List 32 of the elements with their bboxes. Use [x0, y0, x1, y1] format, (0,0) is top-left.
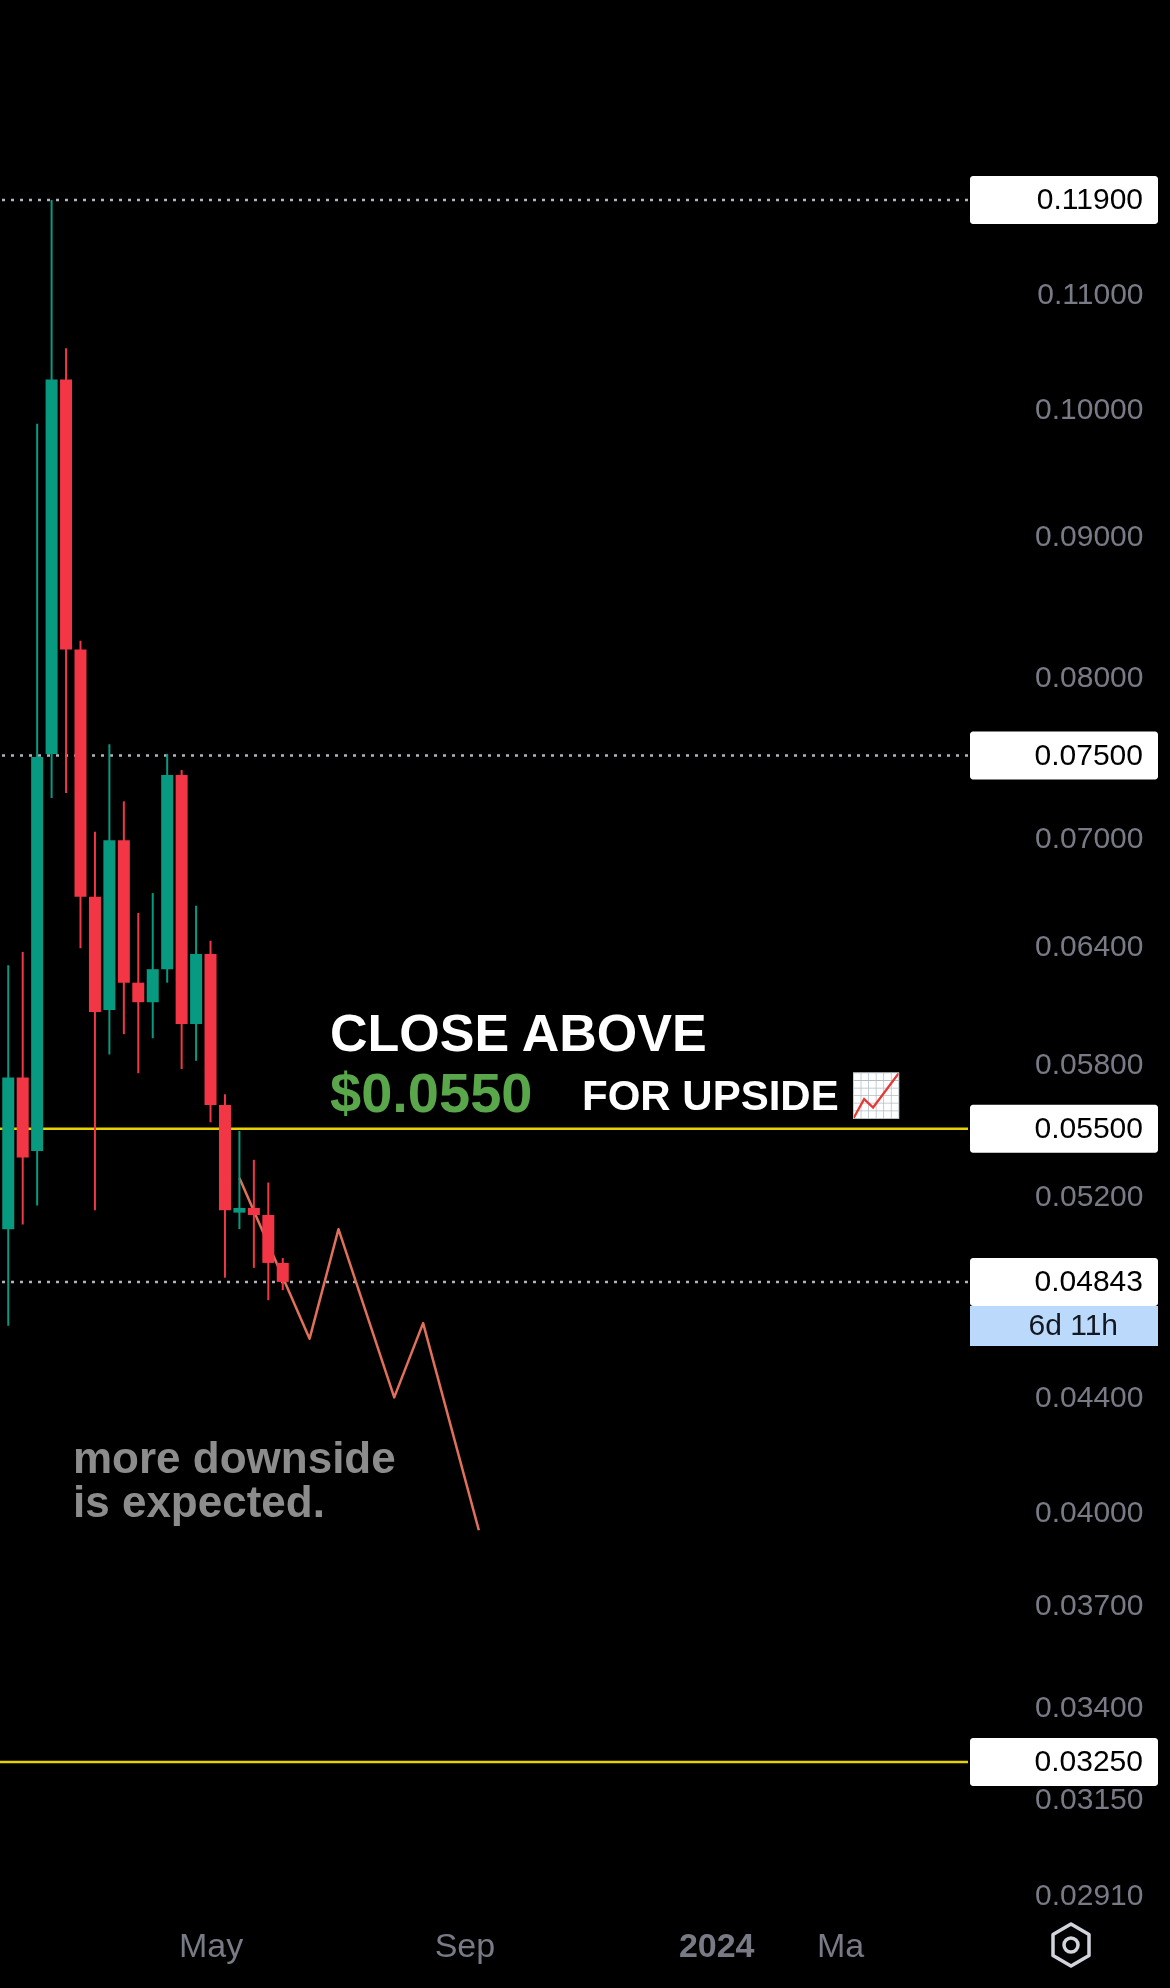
ref-line-label: 0.07500 — [1034, 737, 1143, 771]
annotation: FOR UPSIDE 📈 — [582, 1071, 903, 1120]
y-tick-label: 0.03150 — [1035, 1782, 1144, 1816]
y-tick-label: 0.08000 — [1035, 660, 1144, 694]
candlestick — [233, 1130, 246, 1231]
y-tick-label: 0.09000 — [1035, 518, 1144, 552]
y-tick-label: 0.11000 — [1037, 277, 1144, 311]
x-tick-label: May — [178, 1925, 244, 1964]
y-tick-label: 0.05200 — [1035, 1178, 1144, 1212]
x-tick-label: Ma — [816, 1925, 865, 1964]
y-tick-label: 0.07000 — [1035, 821, 1144, 855]
y-tick-label: 0.03700 — [1035, 1588, 1144, 1622]
y-tick-label: 0.05800 — [1035, 1047, 1144, 1081]
x-tick-label: Sep — [434, 1925, 496, 1964]
y-tick-label: 0.04400 — [1035, 1379, 1144, 1413]
y-tick-label: 0.10000 — [1035, 391, 1144, 425]
ref-line-label: 0.11900 — [1036, 181, 1143, 215]
ref-line-label: 0.05500 — [1034, 1110, 1143, 1144]
y-tick-label: 0.04000 — [1035, 1494, 1144, 1528]
x-tick-label: 2024 — [678, 1925, 755, 1964]
y-tick-label: 0.02910 — [1035, 1877, 1144, 1911]
text: 6d 11h — [1028, 1307, 1118, 1341]
candlestick — [247, 1158, 260, 1269]
annotation: $0.0550 — [330, 1061, 533, 1124]
candlestick — [132, 912, 145, 1075]
y-tick-label: 0.03400 — [1035, 1690, 1144, 1724]
ref-line-label: 0.04843 — [1034, 1263, 1143, 1297]
annotation: CLOSE ABOVE — [330, 1004, 707, 1062]
candlestick — [276, 1257, 289, 1292]
annotation: more downside is expected. — [73, 1433, 396, 1526]
y-tick-label: 0.06400 — [1035, 928, 1144, 962]
ref-line-label: 0.03250 — [1034, 1744, 1143, 1777]
